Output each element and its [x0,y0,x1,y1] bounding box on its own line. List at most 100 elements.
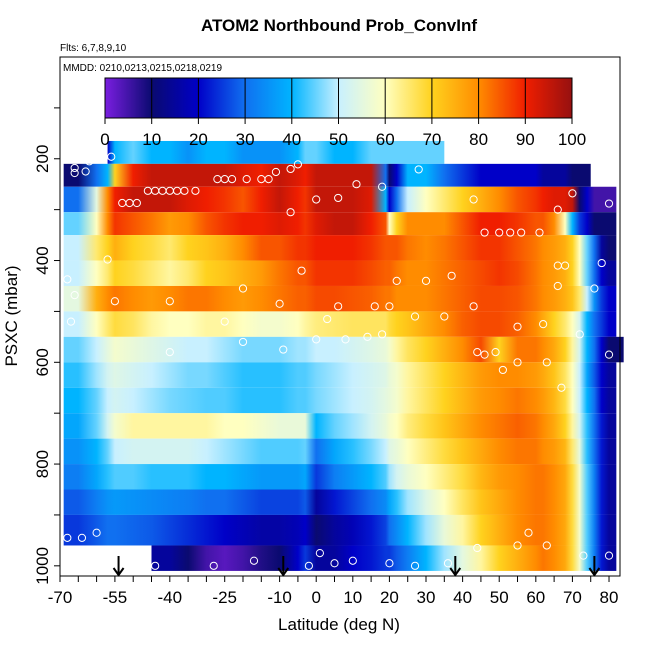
arrow-2-head [277,567,290,577]
colorbar-ticks: 0 10 20 30 40 50 60 70 80 90 100 [100,78,586,149]
observation-point [264,175,273,184]
observation-point [513,541,522,550]
x-tick-label: 0 [311,588,320,607]
observation-point [480,228,489,237]
observation-point [385,559,394,568]
observation-point [604,199,614,208]
heatmap-band-300 [63,186,617,213]
observation-point [352,180,361,189]
arrow-1-head [112,567,125,577]
x-axis: -70 -55 -40 -25 -10 0 10 20 30 40 50 60 70 80 [48,576,619,607]
heatmap-band-1000 [151,545,617,571]
observation-point [557,383,566,392]
heatmap-cell [63,186,617,213]
observation-point [279,345,288,354]
plot-frame [59,56,621,577]
observation-point [443,559,453,568]
observation-point [410,561,420,570]
heatmap-cell [63,438,617,465]
heatmap-band-750 [63,413,617,439]
x-tick-label: -10 [267,588,292,607]
descent-markers [112,556,601,577]
heatmap-cell [63,212,617,236]
observation-point [81,167,90,176]
chart-title: ATOM2 Northbound Prob_ConvInf [201,16,477,35]
observation-point [469,195,478,204]
heatmap-cell [151,545,617,571]
heatmap-band-900 [63,489,617,515]
x-tick-label: 80 [600,588,619,607]
x-axis-label: Latitude (deg N) [278,615,400,634]
observation-point [506,228,515,237]
observation-point [249,556,259,565]
x-tick-label: 40 [453,588,472,607]
observation-point [334,302,343,311]
observation-point [70,291,79,300]
observation-point [579,551,588,560]
colorbar-tick-label: 30 [236,130,255,149]
x-tick-label: 20 [380,588,399,607]
heatmap-cell [63,464,617,490]
heatmap-band-600 [63,336,624,363]
observation-point [297,266,306,275]
observation-point [568,189,577,198]
observation-point [323,314,332,324]
observation-point [286,208,295,217]
observation-point [539,320,548,329]
heatmap-band-250 [63,163,591,187]
dates-subtitle: MMDD: 0210,0213,0215,0218,0219 [63,63,222,74]
x-tick-label: 50 [490,588,509,607]
heatmap-layers [63,140,624,571]
observation-point [604,350,614,359]
colorbar-tick-label: 40 [282,130,301,149]
x-tick-label: 70 [563,588,582,607]
arrow-4-head [588,567,601,577]
observation-point [107,152,116,161]
heatmap-cell [63,387,617,414]
observation-point [132,198,141,208]
x-tick-label: -40 [158,588,183,607]
observation-point [469,302,478,311]
observation-point [63,275,72,284]
heatmap-cell [63,514,617,546]
observation-point [410,312,420,321]
observation-point [542,358,551,367]
heatmap-cell [63,235,617,261]
colorbar-tick-label: 80 [469,130,488,149]
colorbar-tick-label: 60 [376,130,395,149]
observation-point [473,348,482,357]
observation-point [495,228,504,237]
y-axis-label: PSXC (mbar) [2,265,21,366]
observation-point [604,551,614,560]
observation-point [165,348,174,357]
observation-point [590,284,599,293]
observation-point [103,255,112,264]
heatmap-band-200 [107,140,445,164]
observation-point [191,186,200,195]
observation-point [414,165,423,174]
observation-point [491,348,500,357]
observation-point [560,261,570,270]
heatmap-cell [107,140,445,164]
colorbar-tick-label: 20 [189,130,208,149]
y-tick-label: 400 [33,246,52,274]
observation-point [377,182,387,191]
heatmap-cell [63,336,624,363]
observation-point [271,167,281,177]
observation-point [542,541,551,550]
y-axis: 200 400 600 800 1000 [33,107,60,585]
observation-point [77,533,87,542]
heatmap-cell [63,163,591,187]
x-tick-label: -25 [212,588,237,607]
observation-point [85,157,94,166]
flight-observations [63,152,614,570]
observation-point [70,168,79,178]
observation-point [293,160,303,169]
observation-point [99,153,109,162]
observation-point [220,317,229,326]
observation-point [377,330,387,339]
heatmap-cell [63,285,617,312]
y-tick-label: 600 [33,348,52,376]
observation-point [363,332,372,341]
observation-point [473,543,482,553]
